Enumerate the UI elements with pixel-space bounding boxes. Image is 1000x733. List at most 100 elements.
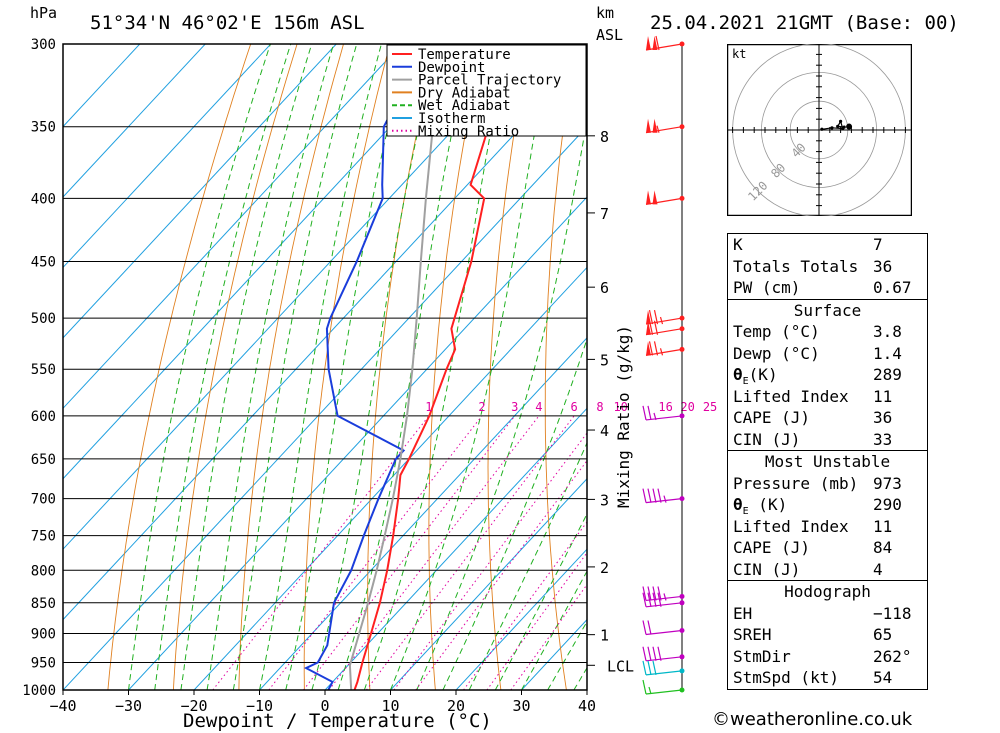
- wet-adiabat-line: [468, 441, 587, 690]
- isotherm-line: [324, 407, 587, 690]
- index-row: θE(K) 289: [728, 364, 927, 387]
- km-unit-label: km: [596, 4, 615, 22]
- x-axis-title: Dewpoint / Temperature (°C): [183, 710, 492, 732]
- barb-shaft: [645, 43, 683, 51]
- wet-adiabat-line: [363, 44, 509, 690]
- legend-label: Wet Adiabat: [418, 98, 511, 114]
- isotherm-line: [63, 44, 206, 198]
- x-tick-label: 0: [320, 697, 329, 715]
- hodograph-point: [830, 126, 834, 130]
- barb-shaft: [645, 602, 683, 608]
- mixing-ratio-label: 1: [425, 400, 432, 414]
- index-label: Dewp (°C): [733, 343, 820, 363]
- x-tick-label: 30: [512, 697, 530, 715]
- x-tick-label: −30: [115, 697, 142, 715]
- index-value: 84: [873, 538, 893, 557]
- barb-half-feather: [659, 316, 664, 325]
- barb-half-feather: [653, 412, 657, 421]
- location-title: 51°34'N 46°02'E 156m ASL: [90, 12, 365, 34]
- barb-feather: [642, 405, 647, 421]
- wet-adiabat-line: [442, 337, 587, 690]
- barb-feather: [652, 646, 657, 661]
- index-label: θE (K): [733, 495, 788, 518]
- barb-shaft: [645, 197, 683, 205]
- dry-adiabat-line: [428, 44, 484, 690]
- index-value: 262°: [873, 646, 912, 666]
- barb-pennant: [646, 320, 651, 335]
- index-row: StmDir 262°: [728, 646, 927, 668]
- barb-feather: [642, 646, 647, 661]
- index-row: Lifted Index 11: [728, 386, 927, 408]
- x-tick-label: 40: [578, 697, 596, 715]
- index-value: 36: [873, 408, 893, 427]
- mixing-ratio-labels: 1 2 3 4 6 8 10 16 20 25: [425, 400, 717, 414]
- dry-adiabat-line: [992, 26, 1000, 690]
- pressure-tick-label: 400: [31, 191, 56, 207]
- index-value: −118: [873, 603, 912, 623]
- mixing-ratio-label: 4: [535, 400, 542, 414]
- legend-label: Dewpoint: [418, 60, 485, 76]
- pressure-tick-label: 500: [31, 311, 56, 327]
- index-value: 290: [873, 495, 902, 514]
- isotherm-line: [63, 44, 337, 339]
- barb-feather: [653, 309, 659, 325]
- index-row: CAPE (J) 84: [728, 537, 927, 559]
- pressure-tick-label: 900: [31, 626, 56, 642]
- hodograph-unit-label: kt: [732, 47, 746, 61]
- legend-label: Dry Adiabat: [418, 85, 511, 101]
- series-temperature: [353, 44, 557, 690]
- index-row: CAPE (J) 36: [728, 407, 927, 429]
- km-tick-label: 7: [600, 205, 609, 223]
- barb-feather: [642, 679, 647, 695]
- wind-barb-column: [642, 35, 685, 695]
- dry-adiabat-line: [544, 44, 577, 690]
- dry-adiabat-line: [107, 44, 252, 690]
- hodograph-point: [836, 124, 840, 128]
- x-tick-label: −10: [246, 697, 273, 715]
- mixing-ratio-label: 8: [596, 400, 603, 414]
- index-label: StmSpd (kt): [733, 668, 839, 687]
- mixing-ratio-line: [510, 583, 587, 690]
- hodograph-point: [839, 119, 843, 123]
- barb-feather: [652, 488, 657, 503]
- wet-adiabat-line: [390, 44, 552, 690]
- mixing-ratio-line: [268, 415, 483, 690]
- index-value: 36: [873, 256, 893, 276]
- mixing-ratio-label: 10: [613, 400, 627, 414]
- index-value: 11: [873, 516, 893, 536]
- dry-adiabat-line: [238, 44, 344, 690]
- mixing-ratio-label: 16: [658, 400, 672, 414]
- index-label: θE(K): [733, 365, 778, 388]
- mixing-ratio-line: [303, 415, 516, 690]
- index-value: 7: [873, 235, 883, 254]
- index-value: 65: [873, 625, 893, 644]
- barb-feather: [647, 646, 652, 661]
- index-row: Dewp (°C) 1.4: [728, 343, 927, 365]
- barb-feather: [653, 341, 659, 356]
- barb-half-feather: [648, 686, 652, 695]
- profile-lines: [303, 44, 557, 690]
- stability-indices-block: K 7 Totals Totals 36 PW (cm) 0.67: [728, 234, 927, 299]
- mixing-ratio-line: [415, 459, 587, 690]
- surface-block: Surface Temp (°C) 3.8 Dewp (°C) 1.4 θE(K) 289 L…: [728, 298, 927, 451]
- isotherm-line: [127, 196, 587, 690]
- pressure-tick-label: 300: [31, 37, 56, 53]
- most-unstable-title-text: Most Unstable: [764, 452, 891, 471]
- index-row: StmSpd (kt) 54: [728, 667, 927, 689]
- barb-feather: [652, 660, 657, 676]
- index-row: CIN (J) 4: [728, 559, 927, 581]
- barb-feather: [648, 341, 654, 356]
- index-row: PW (cm) 0.67: [728, 277, 927, 299]
- barb-shaft: [645, 689, 683, 695]
- barb-feather: [642, 620, 647, 635]
- hodograph-indices-block: Hodograph EH −118 SREH 65 StmDir 262° StmSpd (k…: [728, 580, 927, 689]
- legend-label: Isotherm: [418, 111, 485, 127]
- barb-pennant: [646, 190, 651, 205]
- dry-adiabat-line: [172, 44, 298, 690]
- legend-label: Parcel Trajectory: [418, 73, 561, 89]
- barb-feather: [647, 488, 652, 503]
